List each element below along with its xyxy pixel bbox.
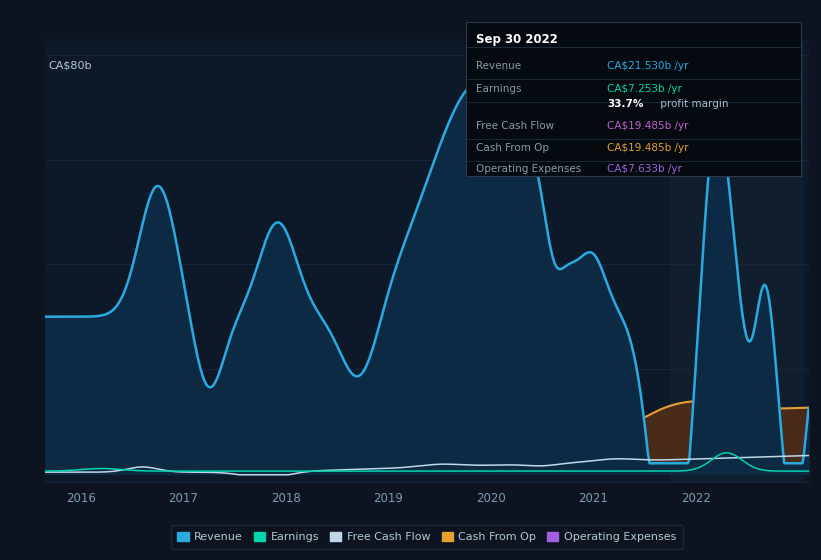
Text: CA$0: CA$0 [48,459,78,469]
Text: CA$7.633b /yr: CA$7.633b /yr [607,164,682,174]
Text: 33.7%: 33.7% [607,100,644,109]
Text: CA$80b: CA$80b [48,60,92,70]
Bar [670,39,804,482]
Legend: Revenue, Earnings, Free Cash Flow, Cash From Op, Operating Expenses: Revenue, Earnings, Free Cash Flow, Cash … [171,525,683,549]
Text: CA$19.485b /yr: CA$19.485b /yr [607,121,689,131]
Text: Free Cash Flow: Free Cash Flow [476,121,554,131]
Text: profit margin: profit margin [658,100,729,109]
Text: CA$7.253b /yr: CA$7.253b /yr [607,84,682,94]
Text: Revenue: Revenue [476,61,521,71]
Text: CA$21.530b /yr: CA$21.530b /yr [607,61,688,71]
Text: Cash From Op: Cash From Op [476,142,549,152]
Text: CA$19.485b /yr: CA$19.485b /yr [607,142,689,152]
Text: Earnings: Earnings [476,84,522,94]
Text: Operating Expenses: Operating Expenses [476,164,581,174]
Text: Sep 30 2022: Sep 30 2022 [476,33,558,46]
